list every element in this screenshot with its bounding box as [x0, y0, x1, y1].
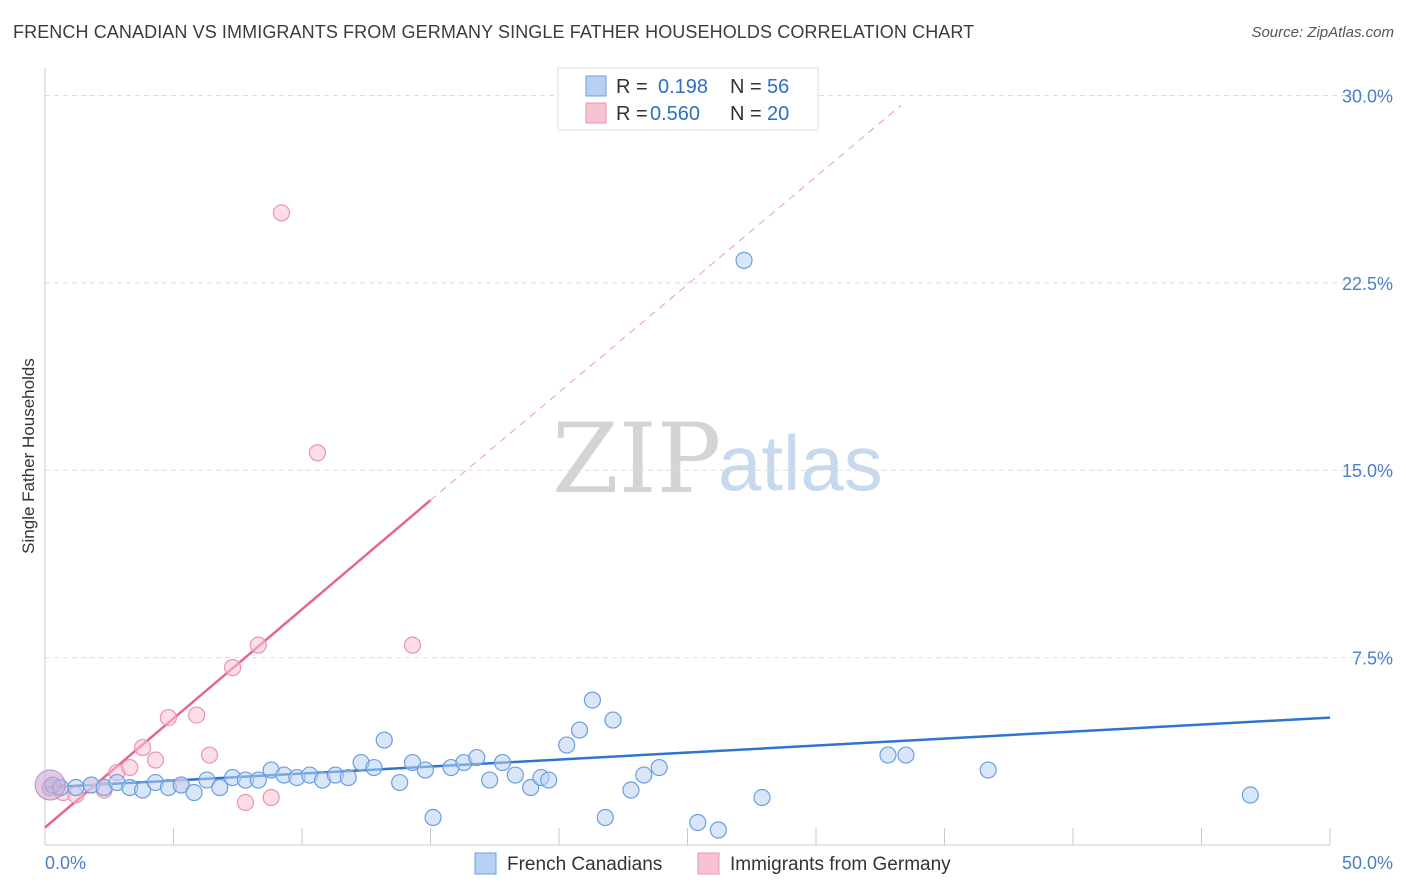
series-legend-swatch-blue	[474, 852, 497, 875]
series-legend-label-pink: Immigrants from Germany	[730, 854, 951, 875]
series-legend: French Canadians Immigrants from Germany	[474, 852, 951, 875]
data-point-immigrants-from-germany	[134, 738, 152, 757]
y-tick-label: 7.5%	[1352, 649, 1393, 669]
watermark-zip: ZIP	[552, 403, 721, 515]
legend-n-label-2: N =	[730, 103, 762, 125]
data-point-french-canadians	[468, 748, 486, 767]
points-immigrants-from-germany	[41, 204, 422, 812]
y-tick-label: 15.0%	[1342, 461, 1393, 481]
data-point-immigrants-from-germany	[200, 746, 219, 764]
data-point-french-canadians	[375, 731, 393, 749]
chart-title: FRENCH CANADIAN VS IMMIGRANTS FROM GERMA…	[13, 22, 975, 42]
data-point-french-canadians	[689, 813, 707, 832]
data-point-french-canadians	[185, 783, 203, 802]
data-point-immigrants-from-germany	[159, 708, 177, 727]
data-point-immigrants-from-germany	[224, 659, 242, 677]
axes	[44, 68, 1331, 846]
data-point-french-canadians	[604, 711, 622, 729]
y-tick-label: 30.0%	[1342, 86, 1393, 106]
data-point-immigrants-from-germany	[146, 751, 165, 769]
data-point-french-canadians	[522, 778, 540, 797]
data-point-french-canadians	[211, 778, 229, 797]
data-point-french-canadians	[249, 771, 267, 789]
data-point-french-canadians	[67, 778, 85, 797]
series-legend-label-blue: French Canadians	[507, 854, 662, 875]
data-point-french-canadians	[416, 761, 434, 779]
legend-swatch-blue	[585, 75, 607, 97]
data-point-french-canadians	[570, 721, 589, 739]
data-point-immigrants-from-germany	[236, 793, 255, 812]
legend-n-value-1: 56	[767, 76, 789, 98]
data-point-french-canadians	[134, 781, 152, 799]
data-point-immigrants-from-germany	[121, 758, 139, 777]
data-point-french-canadians	[979, 761, 997, 779]
watermark-atlas: atlas	[718, 419, 883, 507]
data-point-immigrants-from-germany	[249, 636, 267, 654]
data-point-immigrants-from-germany	[308, 444, 327, 462]
data-point-french-canadians	[506, 766, 524, 784]
legend-n-label-1: N =	[730, 76, 762, 98]
data-point-immigrants-from-germany	[272, 204, 291, 222]
data-point-french-canadians	[339, 768, 357, 787]
data-point-french-canadians	[735, 251, 753, 269]
data-point-french-canadians	[1241, 786, 1259, 804]
data-point-french-canadians	[198, 771, 216, 789]
y-axis-label: Single Father Households	[19, 358, 38, 554]
data-point-immigrants-from-germany	[188, 706, 206, 724]
data-point-french-canadians	[650, 758, 668, 777]
data-point-french-canadians	[493, 753, 512, 772]
data-point-french-canadians	[635, 766, 653, 784]
x-tick-label-min: 0.0%	[45, 853, 86, 873]
legend-n-value-2: 20	[767, 103, 789, 125]
data-point-french-canadians	[391, 773, 409, 792]
gridlines	[45, 94, 1392, 659]
data-point-french-canadians	[558, 736, 576, 754]
legend-r-value-2: 0.560	[650, 103, 700, 125]
data-point-french-canadians	[540, 771, 558, 789]
data-point-french-canadians	[622, 781, 640, 799]
stats-legend: R = 0.198 N = 56 R = 0.560 N = 20	[557, 67, 819, 131]
data-point-french-canadians	[709, 821, 727, 839]
data-point-french-canadians	[403, 753, 422, 772]
legend-swatch-pink	[585, 102, 607, 124]
y-tick-labels: 7.5% 15.0% 22.5% 30.0%	[1342, 86, 1393, 668]
data-point-immigrants-from-germany	[262, 788, 280, 807]
x-tick-label-max: 50.0%	[1342, 853, 1393, 873]
legend-r-value-1: 0.198	[658, 76, 708, 98]
legend-r-label-2: R =	[616, 103, 648, 125]
data-point-french-canadians	[172, 776, 190, 794]
data-point-french-canadians	[583, 691, 602, 709]
trend-extension-immigrants-from-germany	[430, 105, 902, 501]
data-point-french-canadians	[897, 746, 915, 764]
data-point-french-canadians	[424, 808, 442, 827]
watermark: ZIP atlas	[552, 403, 883, 515]
legend-r-label-1: R =	[616, 76, 648, 98]
data-point-french-canadians	[879, 746, 897, 764]
data-point-french-canadians	[596, 808, 614, 827]
data-point-french-canadians	[481, 771, 499, 789]
data-point-french-canadians	[753, 788, 771, 807]
series-legend-swatch-pink	[697, 852, 720, 875]
y-tick-label: 22.5%	[1342, 274, 1393, 294]
points-french-canadians	[34, 251, 1259, 839]
source-note: Source: ZipAtlas.com	[1251, 24, 1394, 41]
data-point-cluster	[34, 769, 66, 801]
data-point-french-canadians	[365, 758, 383, 777]
data-point-immigrants-from-germany	[403, 636, 422, 654]
